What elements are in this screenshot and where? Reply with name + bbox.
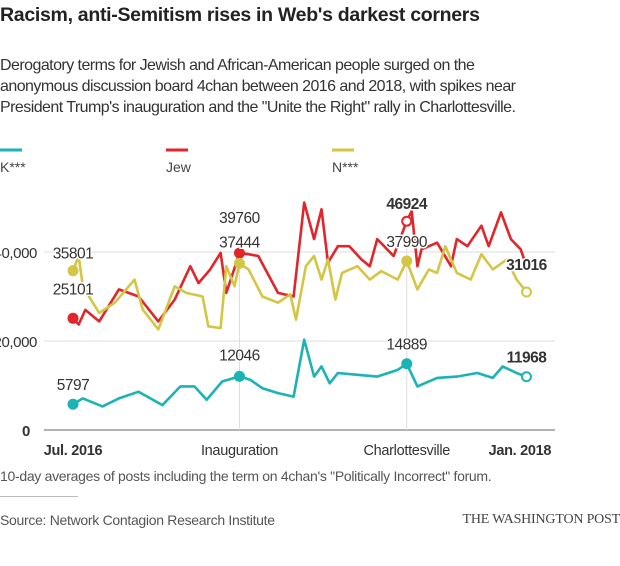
data-point-marker — [401, 358, 413, 370]
data-label: 14889 — [386, 337, 427, 354]
data-label: 12046 — [219, 347, 260, 364]
data-point-marker — [233, 257, 245, 269]
y-tick-label: 40,000 — [0, 245, 37, 262]
data-label: 37444 — [219, 234, 260, 251]
legend-label: K*** — [0, 159, 26, 175]
data-point-marker — [401, 255, 413, 267]
line-chart: 0 20,000 40,000 Jul. 2016 Inauguration Charlo… — [0, 148, 555, 459]
data-point-marker — [233, 247, 245, 259]
x-tick-label: Jan. 2018 — [489, 443, 552, 459]
data-label: 46924 — [386, 196, 427, 213]
data-label: 5797 — [57, 377, 89, 394]
series-line-jew — [72, 201, 528, 326]
divider — [0, 496, 78, 497]
data-point-marker — [233, 370, 245, 382]
series-line-n — [71, 244, 528, 331]
data-point-marker — [520, 371, 532, 383]
chart-title: Racism, anti-Semitism rises in Web's dar… — [0, 4, 480, 26]
x-tick-label: Jul. 2016 — [44, 443, 103, 459]
y-tick-label: 20,000 — [0, 334, 37, 351]
data-label: 35801 — [53, 246, 94, 263]
x-tick-label: Inauguration — [201, 443, 278, 459]
publisher-logo: THE WASHINGTON POST — [462, 512, 620, 527]
chart-subtitle: Derogatory terms for Jewish and African-… — [0, 57, 516, 116]
data-point-marker — [67, 398, 79, 410]
data-point-marker — [520, 286, 532, 298]
legend-label: Jew — [166, 159, 192, 175]
data-label: 11968 — [507, 350, 548, 367]
source-note: Source: Network Contagion Research Insti… — [0, 512, 275, 528]
data-point-marker — [401, 215, 413, 227]
data-label: 39760 — [219, 210, 260, 227]
x-tick-label: Charlottesville — [363, 443, 450, 459]
data-label: 25101 — [53, 281, 94, 298]
legend-label: N*** — [332, 159, 359, 175]
data-label: 31016 — [506, 257, 547, 274]
data-point-marker — [67, 265, 79, 277]
series-line-k — [72, 338, 527, 408]
footnote: 10-day averages of posts including the t… — [0, 468, 492, 484]
y-tick-label: 0 — [22, 423, 30, 440]
data-point-marker — [67, 312, 79, 324]
data-label: 37990 — [386, 234, 427, 251]
